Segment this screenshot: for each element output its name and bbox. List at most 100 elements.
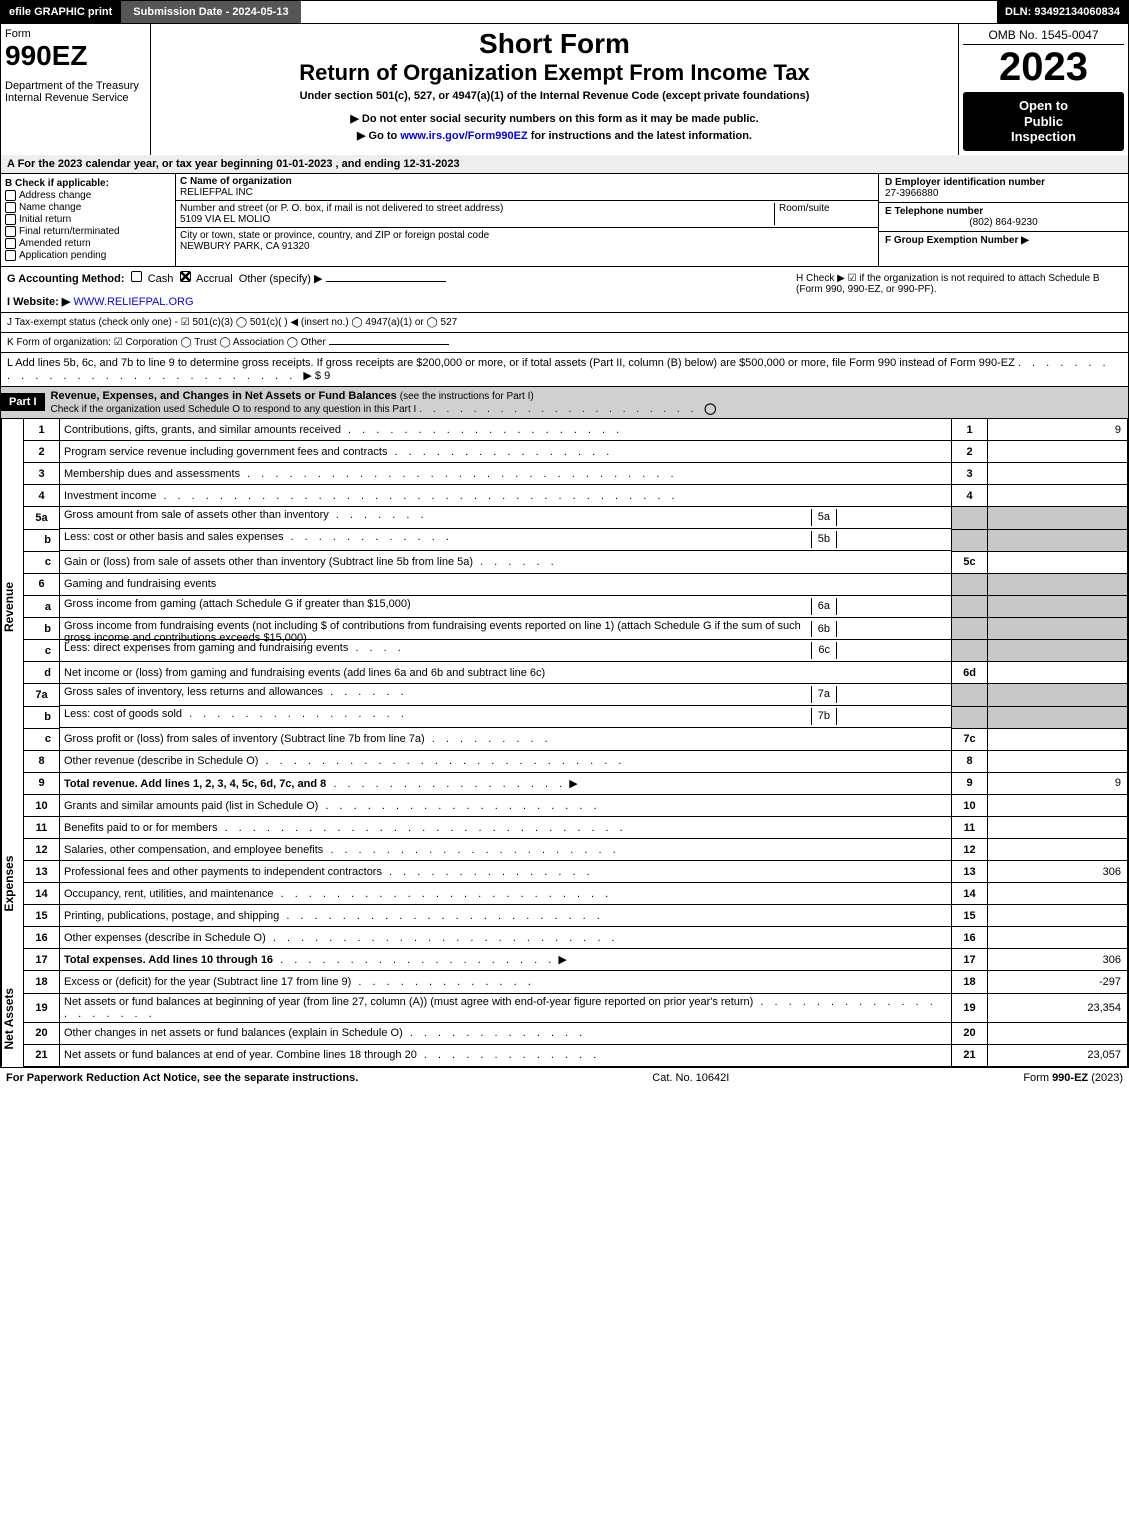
line-15: 15Printing, publications, postage, and s… — [24, 905, 1128, 927]
line-5c-value — [988, 551, 1128, 573]
line-14-value — [988, 883, 1128, 905]
line-17: 17Total expenses. Add lines 10 through 1… — [24, 949, 1128, 971]
line-4: 4Investment income . . . . . . . . . . .… — [24, 485, 1128, 507]
phone-cell: E Telephone number (802) 864-9230 — [879, 203, 1128, 232]
line-6c: cLess: direct expenses from gaming and f… — [24, 640, 1128, 662]
line-6d: dNet income or (loss) from gaming and fu… — [24, 662, 1128, 684]
col-c-org-info: C Name of organization RELIEFPAL INC Num… — [176, 174, 878, 266]
return-title: Return of Organization Exempt From Incom… — [159, 60, 950, 86]
tax-year: 2023 — [963, 45, 1124, 90]
short-form-title: Short Form — [159, 28, 950, 60]
org-city: NEWBURY PARK, CA 91320 — [180, 241, 874, 252]
section-bcdef: B Check if applicable: Address change Na… — [0, 174, 1129, 267]
net-assets-side-label: Net Assets — [1, 971, 23, 1067]
line-2-value — [988, 441, 1128, 463]
line-10-value — [988, 795, 1128, 817]
check-address-change[interactable]: Address change — [5, 190, 171, 201]
line-18: 18Excess or (deficit) for the year (Subt… — [24, 971, 1128, 993]
header-center: Short Form Return of Organization Exempt… — [151, 24, 958, 155]
line-5a-value — [837, 509, 947, 526]
line-6b: bGross income from fundraising events (n… — [24, 618, 1128, 640]
net-assets-table: 18Excess or (deficit) for the year (Subt… — [23, 971, 1128, 1067]
expenses-side-label: Expenses — [1, 795, 23, 972]
line-7c-value — [988, 728, 1128, 750]
line-12-value — [988, 839, 1128, 861]
website-link[interactable]: WWW.RELIEFPAL.ORG — [73, 296, 193, 308]
line-4-value — [988, 485, 1128, 507]
line-13-value: 306 — [988, 861, 1128, 883]
revenue-side-label: Revenue — [1, 419, 23, 795]
line-16-value — [988, 927, 1128, 949]
other-org-input[interactable] — [329, 344, 449, 345]
footer-cat-no: Cat. No. 10642I — [652, 1072, 729, 1084]
line-20-value — [988, 1022, 1128, 1044]
line-7a-value — [837, 686, 947, 703]
other-specify-input[interactable] — [326, 281, 446, 282]
col-def: D Employer identification number 27-3966… — [878, 174, 1128, 266]
line-7a: 7aGross sales of inventory, less returns… — [24, 684, 1128, 707]
efile-label: efile GRAPHIC print — [1, 1, 120, 23]
line-6a: aGross income from gaming (attach Schedu… — [24, 595, 1128, 618]
line-19-value: 23,354 — [988, 993, 1128, 1022]
check-final-return[interactable]: Final return/terminated — [5, 226, 171, 237]
line-11: 11Benefits paid to or for members . . . … — [24, 817, 1128, 839]
check-amended-return[interactable]: Amended return — [5, 238, 171, 249]
line-21: 21Net assets or fund balances at end of … — [24, 1044, 1128, 1066]
line-a-tax-year: A For the 2023 calendar year, or tax yea… — [0, 155, 1129, 174]
line-6: 6Gaming and fundraising events — [24, 573, 1128, 595]
irs-link[interactable]: www.irs.gov/Form990EZ — [400, 130, 527, 142]
form-label: Form — [5, 28, 146, 40]
page-footer: For Paperwork Reduction Act Notice, see … — [0, 1068, 1129, 1088]
row-k-form-org: K Form of organization: ☑ Corporation ◯ … — [0, 333, 1129, 353]
line-6d-value — [988, 662, 1128, 684]
header-left: Form 990EZ Department of the Treasury In… — [1, 24, 151, 155]
part-1-title: Revenue, Expenses, and Changes in Net As… — [45, 387, 1128, 418]
ein-cell: D Employer identification number 27-3966… — [879, 174, 1128, 203]
check-application-pending[interactable]: Application pending — [5, 250, 171, 261]
part1-schedule-o-check[interactable]: ◯ — [704, 403, 716, 415]
expenses-table: 10Grants and similar amounts paid (list … — [23, 795, 1128, 972]
revenue-table: 1Contributions, gifts, grants, and simil… — [23, 419, 1128, 795]
line-19: 19Net assets or fund balances at beginni… — [24, 993, 1128, 1022]
check-accrual[interactable] — [180, 271, 191, 282]
dept-irs: Internal Revenue Service — [5, 92, 146, 104]
line-6b-value — [837, 620, 947, 637]
open-to-public: Open to Public Inspection — [963, 92, 1124, 151]
line-3: 3Membership dues and assessments . . . .… — [24, 463, 1128, 485]
line-2: 2Program service revenue including gover… — [24, 441, 1128, 463]
line-10: 10Grants and similar amounts paid (list … — [24, 795, 1128, 817]
goto-instructions: ▶ Go to www.irs.gov/Form990EZ for instru… — [159, 129, 950, 142]
topbar-spacer — [301, 1, 997, 23]
line-5a: 5aGross amount from sale of assets other… — [24, 507, 1128, 530]
line-5b-value — [837, 531, 947, 548]
line-8-value — [988, 750, 1128, 772]
col-b-checkboxes: B Check if applicable: Address change Na… — [1, 174, 176, 266]
gross-receipts-value: 9 — [324, 370, 330, 382]
line-20: 20Other changes in net assets or fund ba… — [24, 1022, 1128, 1044]
part-1-header: Part I Revenue, Expenses, and Changes in… — [0, 387, 1129, 419]
ssn-warning: ▶ Do not enter social security numbers o… — [159, 112, 950, 125]
schedule-b-check: H Check ▶ ☑ if the organization is not r… — [792, 271, 1122, 297]
submission-date: Submission Date - 2024-05-13 — [120, 1, 300, 23]
website-label: I Website: ▶ — [7, 296, 70, 308]
line-1: 1Contributions, gifts, grants, and simil… — [24, 419, 1128, 441]
street-cell: Number and street (or P. O. box, if mail… — [176, 201, 878, 228]
line-8: 8Other revenue (describe in Schedule O) … — [24, 750, 1128, 772]
line-7b-value — [837, 708, 947, 725]
row-l-gross-receipts: L Add lines 5b, 6c, and 7b to line 9 to … — [0, 353, 1129, 387]
line-11-value — [988, 817, 1128, 839]
line-21-value: 23,057 — [988, 1044, 1128, 1066]
line-16: 16Other expenses (describe in Schedule O… — [24, 927, 1128, 949]
group-exemption-cell: F Group Exemption Number ▶ — [879, 232, 1128, 249]
org-name-cell: C Name of organization RELIEFPAL INC — [176, 174, 878, 201]
accounting-method: G Accounting Method: Cash Accrual Other … — [7, 271, 792, 308]
check-cash[interactable] — [131, 271, 142, 282]
check-name-change[interactable]: Name change — [5, 202, 171, 213]
footer-form-ref: Form 990-EZ (2023) — [1023, 1072, 1123, 1084]
check-initial-return[interactable]: Initial return — [5, 214, 171, 225]
dln-label: DLN: 93492134060834 — [997, 1, 1128, 23]
part-1-label: Part I — [1, 393, 45, 411]
net-assets-section: Net Assets 18Excess or (deficit) for the… — [0, 971, 1129, 1068]
line-3-value — [988, 463, 1128, 485]
row-j-tax-exempt: J Tax-exempt status (check only one) - ☑… — [0, 313, 1129, 333]
